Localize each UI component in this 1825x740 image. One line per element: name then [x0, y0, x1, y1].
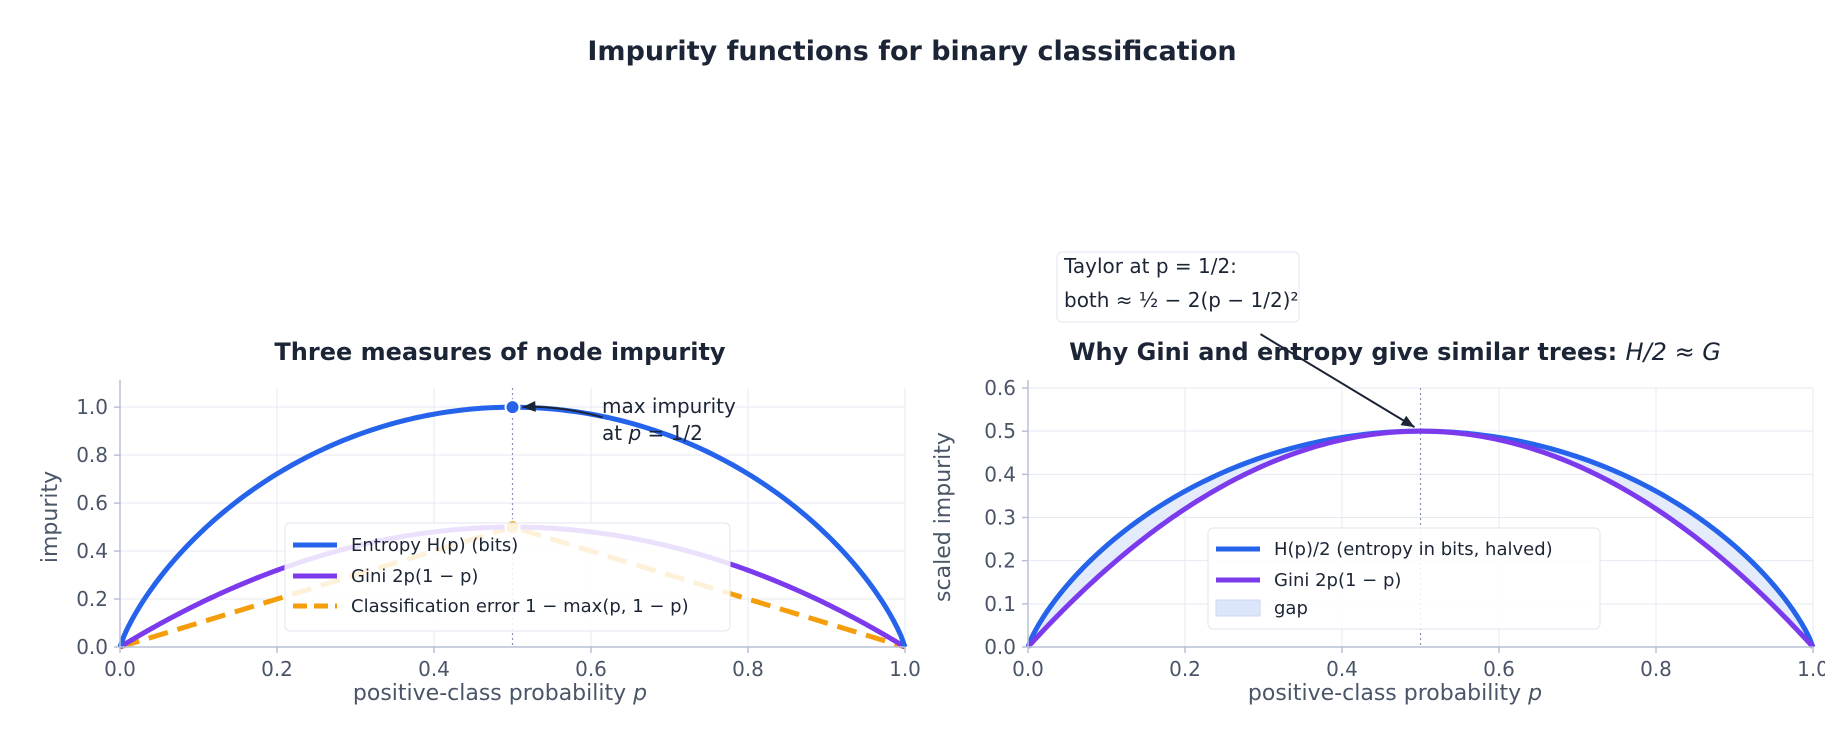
- right-legend-gap: gap: [1274, 598, 1308, 619]
- x-tick-label: 0.0: [1012, 657, 1044, 681]
- right-legend-half-entropy: H(p)/2 (entropy in bits, halved): [1274, 539, 1553, 560]
- right-legend-gini: Gini 2p(1 − p): [1274, 570, 1401, 591]
- x-tick-label: 0.6: [1483, 657, 1515, 681]
- y-tick-label: 0.4: [76, 539, 108, 563]
- left-x-ticks: 0.0 0.2 0.4 0.6 0.8 1.0: [104, 647, 921, 681]
- right-x-label-text: positive-class probability: [1248, 681, 1528, 706]
- left-panel-title: Three measures of node impurity: [274, 338, 726, 366]
- left-y-label: impurity: [38, 471, 63, 563]
- right-annotation-line2: both ≈ ½ − 2(p − 1/2)²: [1064, 288, 1298, 312]
- left-annotation-line1: max impurity: [602, 394, 736, 418]
- right-y-label: scaled impurity: [931, 432, 956, 602]
- y-tick-label: 0.4: [984, 462, 1016, 486]
- y-tick-label: 0.0: [984, 635, 1016, 659]
- left-legend-misclass: Classification error 1 − max(p, 1 − p): [351, 596, 689, 617]
- x-tick-label: 0.2: [1169, 657, 1201, 681]
- right-annotation-box: [1056, 251, 1300, 323]
- left-legend-entropy: Entropy H(p) (bits): [351, 535, 518, 556]
- y-tick-label: 0.5: [984, 419, 1016, 443]
- left-panel: Three measures of node impurity 0.0 0.2 0.…: [38, 338, 921, 706]
- left-x-label-var: p: [632, 681, 647, 706]
- left-max-entropy-point: [504, 399, 521, 416]
- right-annotation-arrow: [1259, 333, 1416, 429]
- right-annotation-arrowhead: [1400, 415, 1415, 428]
- right-x-label-var: p: [1527, 681, 1542, 706]
- y-tick-label: 0.8: [76, 443, 108, 467]
- left-legend: Entropy H(p) (bits) Gini 2p(1 − p) Class…: [284, 522, 731, 632]
- right-x-ticks: 0.0 0.2 0.4 0.6 0.8 1.0: [1012, 647, 1825, 681]
- right-annotation-line1: Taylor at p = 1/2:: [1063, 254, 1237, 278]
- y-tick-label: 1.0: [76, 395, 108, 419]
- x-tick-label: 1.0: [889, 657, 921, 681]
- left-x-label-text: positive-class probability: [353, 681, 633, 706]
- y-tick-label: 0.2: [984, 549, 1016, 573]
- right-panel: Why Gini and entropy give similar trees:…: [931, 251, 1825, 706]
- right-title-text: Why Gini and entropy give similar trees:: [1069, 338, 1625, 366]
- y-tick-label: 0.0: [76, 635, 108, 659]
- x-tick-label: 1.0: [1797, 657, 1825, 681]
- x-tick-label: 0.4: [418, 657, 450, 681]
- right-legend-swatch-gap: [1215, 599, 1261, 617]
- left-annotation-var: p: [627, 421, 641, 445]
- left-annotation-line2: at p = 1/2: [602, 421, 703, 445]
- left-legend-box: [284, 522, 731, 632]
- y-tick-label: 0.6: [984, 376, 1016, 400]
- left-annotation-arrowhead: [522, 400, 536, 412]
- y-tick-label: 0.1: [984, 592, 1016, 616]
- left-annotation-suffix: = 1/2: [641, 421, 703, 445]
- left-x-label: positive-class probability p: [353, 681, 647, 706]
- y-tick-label: 0.6: [76, 491, 108, 515]
- right-legend: H(p)/2 (entropy in bits, halved) Gini 2p…: [1207, 527, 1601, 630]
- right-y-ticks: 0.0 0.1 0.2 0.3 0.4 0.5 0.6: [984, 376, 1028, 659]
- x-tick-label: 0.8: [1640, 657, 1672, 681]
- right-panel-title: Why Gini and entropy give similar trees:…: [1069, 338, 1721, 366]
- left-legend-gini: Gini 2p(1 − p): [351, 566, 478, 587]
- x-tick-label: 0.2: [261, 657, 293, 681]
- left-series-misclass-line: [119, 524, 906, 650]
- x-tick-label: 0.0: [104, 657, 136, 681]
- left-y-ticks: 0.0 0.2 0.4 0.6 0.8 1.0: [76, 395, 120, 659]
- right-legend-box: [1207, 527, 1601, 630]
- figure-title: Impurity functions for binary classifica…: [587, 36, 1236, 67]
- right-series-gini-line: [1026, 428, 1815, 649]
- left-annotation-prefix: at: [602, 421, 628, 445]
- x-tick-label: 0.8: [732, 657, 764, 681]
- right-title-math: H/2 ≈ G: [1626, 338, 1721, 366]
- y-tick-label: 0.2: [76, 587, 108, 611]
- x-tick-label: 0.6: [575, 657, 607, 681]
- y-tick-label: 0.3: [984, 506, 1016, 530]
- right-x-label: positive-class probability p: [1248, 681, 1542, 706]
- x-tick-label: 0.4: [1326, 657, 1358, 681]
